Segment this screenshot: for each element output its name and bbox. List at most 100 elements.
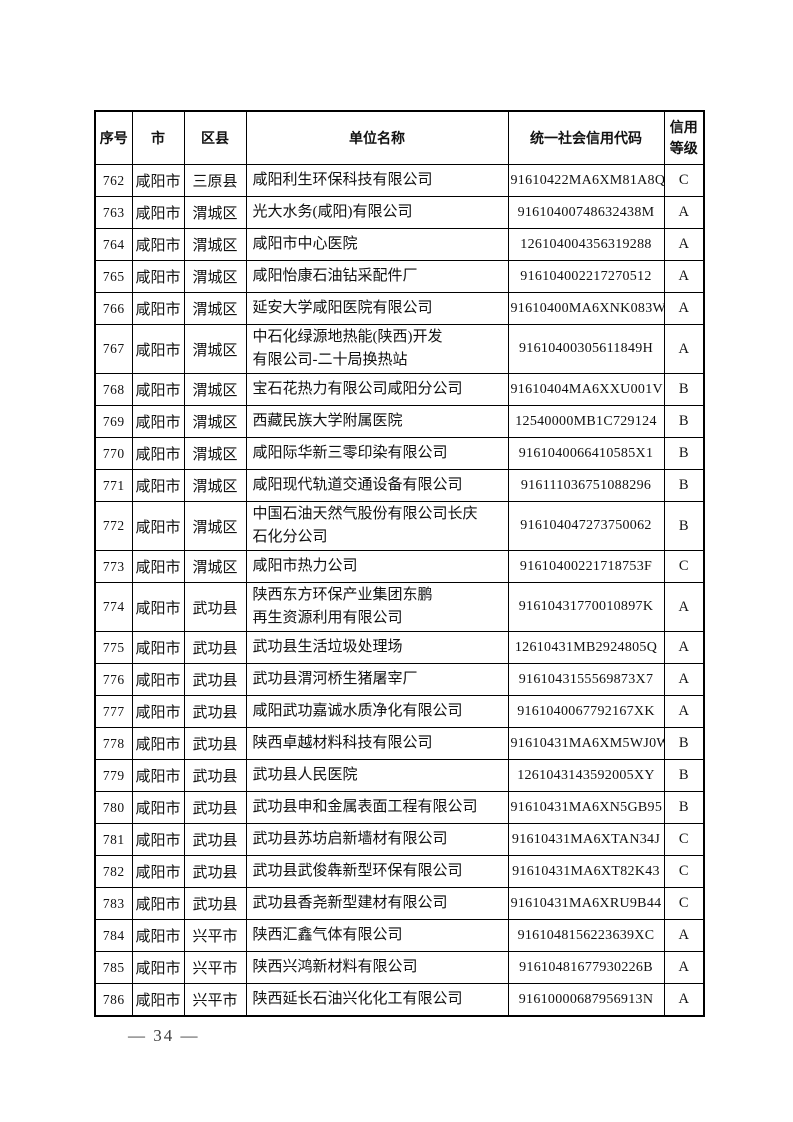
district-cell: 三原县 (183, 164, 247, 197)
table-row: 773 咸阳市 渭城区 咸阳市热力公司 91610400221718753F C (94, 550, 705, 583)
table-row: 783 咸阳市 武功县 武功县香尧新型建材有限公司 91610431MA6XRU9B44… (94, 887, 705, 920)
table-row: 779 咸阳市 武功县 武功县人民医院 1261043143592005XY B (94, 759, 705, 792)
name-cell: 中石化绿源地热能(陕西)开发 有限公司-二十局换热站 (245, 324, 509, 374)
credit-rating-table: 序号市区县 单位名称 统一社会信用代码 信用等级 762 咸阳市 三原县 咸阳利生环保科技有… (94, 110, 705, 1017)
city-cell: 咸阳市 (131, 855, 185, 888)
serial-cell: 773 (94, 550, 133, 583)
grade-cell: A (663, 951, 705, 984)
name-cell: 武功县渭河桥生猪屠宰厂 (245, 663, 509, 696)
unit-name-line: 光大水务(咸阳)有限公司 (252, 204, 413, 220)
name-cell: 咸阳市热力公司 (245, 550, 509, 583)
serial-cell: 783 (94, 887, 133, 920)
city-cell: 咸阳市 (131, 469, 185, 502)
grade-cell: A (663, 695, 705, 728)
city-cell: 咸阳市 (131, 228, 185, 261)
name-cell: 延安大学咸阳医院有限公司 (245, 292, 509, 325)
table-row: 780 咸阳市 武功县 武功县申和金属表面工程有限公司 91610431MA6XN5GB… (94, 791, 705, 824)
unit-name-line: 武功县武俊犇新型环保有限公司 (252, 863, 463, 879)
district-cell: 武功县 (183, 759, 247, 792)
name-cell: 咸阳市中心医院 (245, 228, 509, 261)
table-row: 774 咸阳市 武功县 陕西东方环保产业集团东鹏 再生资源利用有限公司 916104317… (94, 582, 705, 632)
city-cell: 咸阳市 (131, 501, 185, 551)
unit-name-line: 咸阳武功嘉诚水质净化有限公司 (252, 703, 463, 719)
table-row: 772 咸阳市 渭城区 中国石油天然气股份有限公司长庆 石化分公司 91610404727… (94, 501, 705, 551)
district-cell: 渭城区 (183, 196, 247, 229)
column-header-unit-name: 单位名称 (245, 110, 509, 165)
unit-name-line: 中石化绿源地热能(陕西)开发 (252, 329, 443, 345)
code-cell: 91610400221718753F (507, 550, 665, 583)
code-cell: 916104002217270512 (507, 260, 665, 293)
district-cell: 兴平市 (183, 983, 247, 1017)
unit-name-line: 咸阳现代轨道交通设备有限公司 (252, 477, 463, 493)
grade-cell: B (663, 469, 705, 502)
city-cell: 咸阳市 (131, 887, 185, 920)
grade-cell: C (663, 823, 705, 856)
code-cell: 916111036751088296 (507, 469, 665, 502)
serial-cell: 763 (94, 196, 133, 229)
serial-cell: 785 (94, 951, 133, 984)
city-cell: 咸阳市 (131, 260, 185, 293)
code-cell: 91610400MA6XNK083W (507, 292, 665, 325)
grade-cell: B (663, 405, 705, 438)
unit-name-line: 陕西汇鑫气体有限公司 (252, 927, 403, 943)
district-cell: 渭城区 (183, 324, 247, 374)
unit-name-line: 咸阳市中心医院 (252, 236, 358, 252)
unit-name-line: 武功县人民医院 (252, 767, 358, 783)
unit-name-line: 咸阳怡康石油钻采配件厂 (252, 268, 418, 284)
district-cell: 渭城区 (183, 469, 247, 502)
table-row: 775 咸阳市 武功县 武功县生活垃圾处理场 12610431MB2924805Q A (94, 631, 705, 664)
grade-cell: A (663, 663, 705, 696)
serial-cell: 777 (94, 695, 133, 728)
city-cell: 咸阳市 (131, 405, 185, 438)
table-row: 766 咸阳市 渭城区 延安大学咸阳医院有限公司 91610400MA6XNK083W A (94, 292, 705, 325)
unit-name-line: 延安大学咸阳医院有限公司 (252, 300, 433, 316)
name-cell: 宝石花热力有限公司咸阳分公司 (245, 373, 509, 406)
name-cell: 武功县武俊犇新型环保有限公司 (245, 855, 509, 888)
table-row: 764 咸阳市 渭城区 咸阳市中心医院 126104004356319288 A (94, 228, 705, 261)
code-cell: 9161048156223639XC (507, 919, 665, 952)
name-cell: 武功县申和金属表面工程有限公司 (245, 791, 509, 824)
column-header-credit-grade: 信用等级 (663, 110, 705, 165)
name-cell: 光大水务(咸阳)有限公司 (245, 196, 509, 229)
grade-cell: A (663, 983, 705, 1017)
district-cell: 武功县 (183, 855, 247, 888)
serial-cell: 765 (94, 260, 133, 293)
district-cell: 武功县 (183, 887, 247, 920)
grade-cell: A (663, 631, 705, 664)
code-cell: 91610431MA6XTAN34J (507, 823, 665, 856)
grade-cell: B (663, 501, 705, 551)
city-cell: 咸阳市 (131, 437, 185, 470)
city-cell: 咸阳市 (131, 324, 185, 374)
page-number: — 34 — (128, 1026, 200, 1045)
city-cell: 咸阳市 (131, 373, 185, 406)
city-cell: 咸阳市 (131, 919, 185, 952)
serial-cell: 764 (94, 228, 133, 261)
unit-name-line: 陕西延长石油兴化化工有限公司 (252, 991, 463, 1007)
code-cell: 916104047273750062 (507, 501, 665, 551)
name-cell: 武功县生活垃圾处理场 (245, 631, 509, 664)
name-cell: 武功县人民医院 (245, 759, 509, 792)
serial-cell: 762 (94, 164, 133, 197)
serial-cell: 781 (94, 823, 133, 856)
name-cell: 咸阳怡康石油钻采配件厂 (245, 260, 509, 293)
district-cell: 渭城区 (183, 373, 247, 406)
unit-name-line: 陕西卓越材料科技有限公司 (252, 735, 433, 751)
code-cell: 9161043155569873X7 (507, 663, 665, 696)
city-cell: 咸阳市 (131, 727, 185, 760)
grade-cell: B (663, 727, 705, 760)
grade-cell: C (663, 887, 705, 920)
unit-name-line: 宝石花热力有限公司咸阳分公司 (252, 381, 463, 397)
unit-name-line: 陕西兴鸿新材料有限公司 (252, 959, 418, 975)
name-cell: 咸阳利生环保科技有限公司 (245, 164, 509, 197)
unit-name-line: 咸阳利生环保科技有限公司 (252, 172, 433, 188)
column-header-serial: 序号 (94, 110, 133, 165)
serial-cell: 776 (94, 663, 133, 696)
name-cell: 咸阳际华新三零印染有限公司 (245, 437, 509, 470)
code-cell: 9161040067792167XK (507, 695, 665, 728)
table-row: 777 咸阳市 武功县 咸阳武功嘉诚水质净化有限公司 9161040067792167X… (94, 695, 705, 728)
serial-cell: 784 (94, 919, 133, 952)
unit-name-line: 咸阳市热力公司 (252, 558, 358, 574)
district-cell: 渭城区 (183, 260, 247, 293)
code-cell: 91610400305611849H (507, 324, 665, 374)
